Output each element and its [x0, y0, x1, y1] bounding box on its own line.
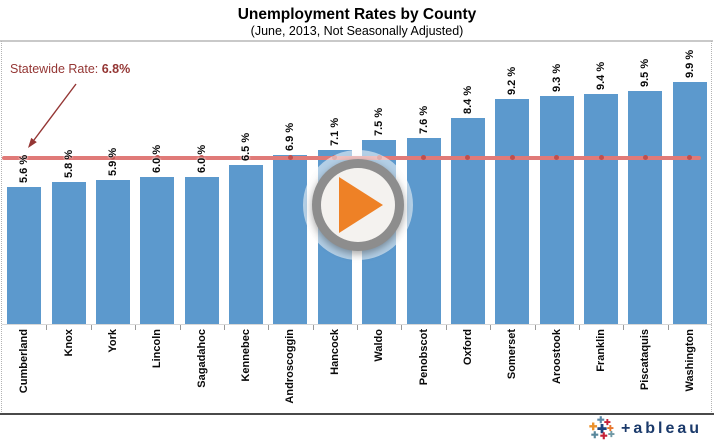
chart-title: Unemployment Rates by County — [237, 6, 477, 23]
bar-value-label: 7.1 % — [328, 118, 341, 147]
x-axis-label: Oxford — [461, 329, 474, 366]
bar-aroostook — [539, 96, 574, 324]
bar-value-label: 6.9 % — [284, 122, 297, 152]
x-axis-label: Somerset — [506, 329, 519, 380]
logo-plus-glyph: ✚ — [604, 418, 611, 427]
tableau-logo[interactable]: ✚ ✚ ✚ ✚ ✚ ✚ ✚ ✚ +ableau — [589, 416, 702, 443]
x-axis-tick — [667, 325, 669, 330]
bar-sagadahoc — [184, 177, 219, 324]
reference-line-marker — [598, 155, 604, 161]
x-axis-label: Cumberland — [18, 329, 31, 394]
play-icon — [339, 177, 383, 233]
bar-kennebec — [229, 164, 264, 324]
x-axis-label: Waldo — [373, 329, 386, 362]
annotation-label: Statewide Rate: — [10, 62, 99, 76]
bar-value-label: 7.6 % — [417, 105, 430, 134]
x-axis-label: Knox — [62, 329, 75, 357]
reference-line-marker — [421, 155, 427, 161]
plot-top-border — [0, 40, 713, 42]
reference-line-marker — [66, 155, 72, 161]
x-axis-label: Piscataquis — [639, 329, 652, 391]
x-axis-label: Kennebec — [240, 329, 253, 382]
x-axis-tick — [445, 325, 447, 330]
logo-plus-glyph: ✚ — [589, 422, 598, 433]
logo-plus-glyph: ✚ — [607, 424, 614, 433]
x-axis-label: Lincoln — [151, 329, 164, 369]
x-axis-tick — [179, 325, 181, 330]
bar-value-label: 9.3 % — [550, 64, 563, 93]
logo-plus-glyph: ✚ — [597, 415, 605, 425]
x-axis-tick — [135, 325, 137, 330]
bar-penobscot — [406, 137, 441, 324]
reference-line-marker — [687, 155, 693, 161]
x-axis-label: Penobscot — [417, 329, 430, 386]
x-axis-tick — [223, 325, 225, 330]
bar-york — [95, 179, 130, 324]
reference-line-marker — [642, 155, 648, 161]
bar-knox — [51, 182, 86, 324]
bar-value-label: 5.9 % — [106, 147, 119, 176]
annotation-value: 6.8% — [101, 62, 131, 76]
bar-value-label: 9.2 % — [506, 66, 519, 95]
reference-line-marker — [287, 155, 293, 161]
reference-line-marker — [21, 155, 27, 161]
plot-right-border — [711, 41, 712, 414]
bar-value-label: 9.4 % — [595, 61, 608, 90]
bar-value-label: 6.0 % — [195, 144, 208, 174]
plot-left-border — [1, 41, 2, 414]
bar-value-label: 7.5 % — [373, 108, 386, 137]
x-axis-label: Washington — [683, 329, 696, 392]
bar-value-label: 8.4 % — [461, 86, 474, 115]
reference-line-marker — [243, 155, 249, 161]
bar-washington — [672, 81, 707, 324]
reference-line-marker — [199, 155, 205, 161]
logo-plus-glyph: ✚ — [608, 430, 615, 439]
x-axis-label: Androscoggin — [284, 329, 297, 404]
tableau-logo-mark-icon: ✚ ✚ ✚ ✚ ✚ ✚ ✚ ✚ — [589, 415, 616, 442]
reference-line-marker — [465, 155, 471, 161]
x-axis-line — [2, 324, 712, 325]
tableau-logo-wordmark: +ableau — [621, 419, 703, 437]
bar-value-label: 9.5 % — [639, 59, 652, 88]
bar-oxford — [450, 118, 485, 324]
x-axis-label: Hancock — [328, 329, 341, 375]
x-axis-label: Aroostook — [550, 329, 563, 384]
x-axis-tick — [490, 325, 492, 330]
bar-somerset — [495, 98, 530, 324]
x-axis-label: Franklin — [595, 329, 608, 372]
logo-plus-glyph: ✚ — [600, 431, 608, 441]
x-axis-tick — [401, 325, 403, 330]
reference-line-annotation: Statewide Rate: 6.8% — [10, 62, 130, 76]
x-axis-tick — [90, 325, 92, 330]
x-axis-tick — [623, 325, 625, 330]
x-axis-tick — [312, 325, 314, 330]
chart-subtitle: (June, 2013, Not Seasonally Adjusted) — [250, 24, 464, 38]
x-axis-tick — [357, 325, 358, 330]
bar-piscataquis — [628, 91, 663, 324]
footer-divider — [0, 413, 714, 415]
reference-line-marker — [154, 155, 160, 161]
reference-line-marker — [110, 155, 116, 161]
bar-androscoggin — [273, 155, 308, 324]
logo-plus-glyph: ✚ — [597, 422, 608, 436]
bar-franklin — [584, 93, 619, 324]
x-axis-label: Sagadahoc — [195, 329, 208, 388]
x-axis-tick — [534, 325, 536, 330]
bar-value-label: 9.9 % — [683, 49, 696, 78]
x-axis-tick — [578, 325, 580, 330]
reference-line-marker — [509, 155, 515, 161]
bar-lincoln — [140, 177, 175, 324]
bar-cumberland — [7, 186, 42, 324]
reference-line-marker — [554, 155, 560, 161]
video-play-button[interactable] — [303, 150, 413, 260]
bar-value-label: 6.0 % — [151, 144, 164, 174]
bar-value-label: 6.5 % — [240, 132, 253, 161]
annotation-arrow-icon — [28, 83, 77, 148]
x-axis-label: York — [106, 329, 119, 353]
x-axis-tick — [268, 325, 270, 330]
x-axis-tick — [46, 325, 48, 330]
logo-plus-glyph: ✚ — [591, 430, 599, 440]
